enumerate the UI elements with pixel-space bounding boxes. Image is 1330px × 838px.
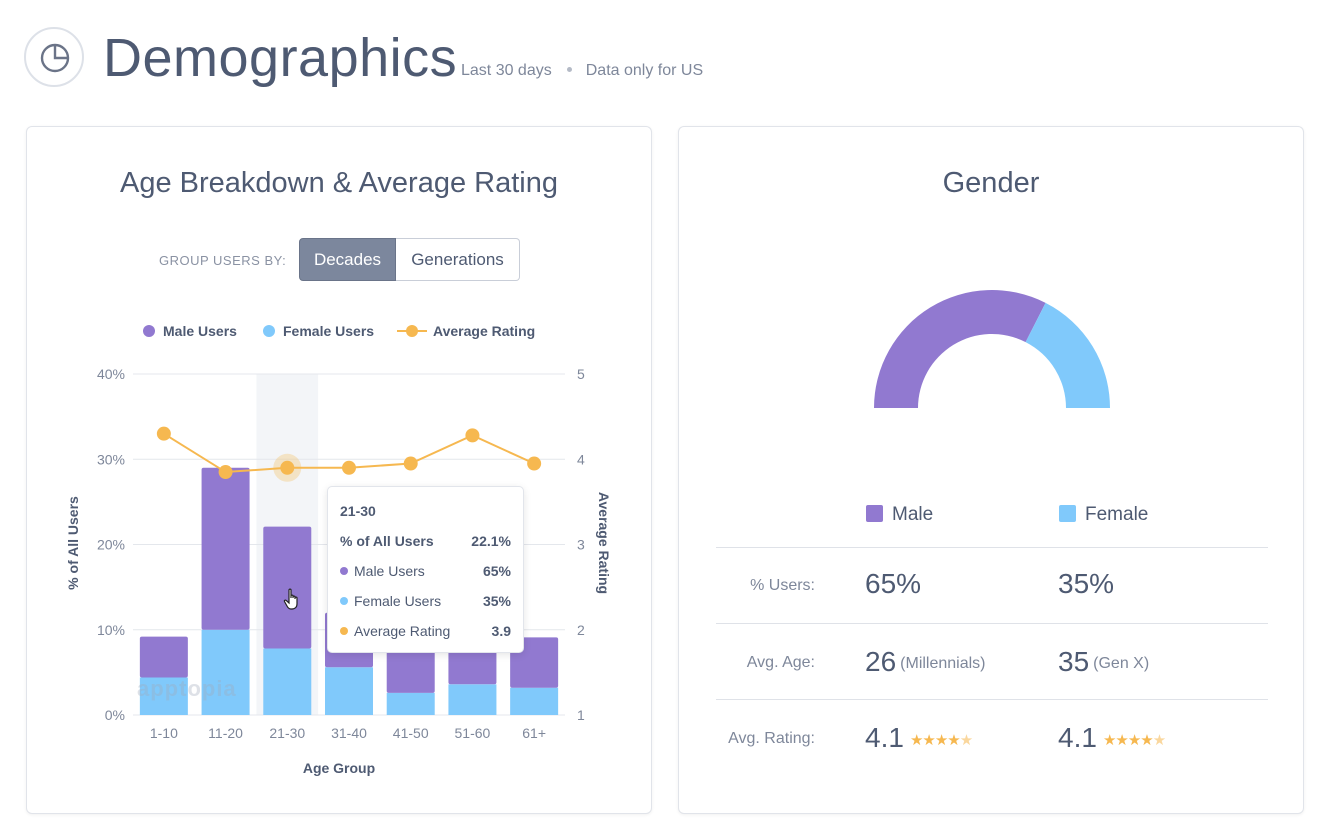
rating-point [156, 426, 171, 441]
female-dot [340, 597, 348, 605]
gauge-male-segment [874, 290, 1046, 408]
rating-point [465, 428, 480, 443]
rating-point [280, 460, 295, 475]
tooltip-row-rating: Average Rating 3.9 [340, 622, 511, 640]
users-row-label: % Users: [750, 577, 815, 594]
page-title: Demographics [103, 28, 458, 88]
apptopia-watermark: apptopia [137, 676, 237, 701]
age-breakdown-card: Age Breakdown & Average Rating GROUP USE… [26, 126, 652, 814]
legend-rating[interactable]: Average Rating [397, 323, 535, 339]
hand-cursor-icon [283, 588, 298, 610]
legend-female[interactable]: Female Users [263, 323, 374, 339]
tooltip-row-female: Female Users 35% [340, 592, 511, 610]
x-tick-label: 51-60 [455, 725, 491, 741]
tooltip-row-total: % of All Users 22.1% [340, 533, 511, 549]
star-rating-icon: ★★★★★ [909, 732, 973, 749]
bar-female [201, 629, 250, 715]
age-row-label: Avg. Age: [746, 654, 815, 671]
tooltip-row-male: Male Users 65% [340, 562, 511, 580]
divider [716, 547, 1268, 548]
x-tick-label: 21-30 [269, 725, 305, 741]
y-axis-label: % of All Users [65, 496, 81, 590]
bar-male [201, 467, 250, 630]
gender-card-title: Gender [942, 167, 1040, 199]
x-tick-label: 31-40 [331, 725, 367, 741]
bar-female [386, 692, 435, 715]
x-tick-label: 41-50 [393, 725, 429, 741]
tooltip-title: 21-30 [340, 503, 376, 519]
bar-female [139, 677, 188, 715]
y2-axis-label: Average Rating [596, 492, 612, 594]
generations-button[interactable]: Generations [396, 238, 520, 281]
bar-female [263, 648, 312, 715]
star-rating-icon: ★★★★★ [1102, 732, 1166, 749]
female-swatch [263, 325, 275, 337]
y-tick-label: 0% [105, 707, 125, 723]
rating-point [527, 456, 542, 471]
decades-button[interactable]: Decades [299, 238, 396, 281]
rating-row-label: Avg. Rating: [728, 730, 815, 747]
female-rating-value: 4.1 ★★★★★ [1058, 722, 1166, 753]
y2-tick-label: 3 [577, 537, 585, 553]
gender-legend-female: Female [1059, 504, 1148, 526]
y2-tick-label: 2 [577, 622, 585, 638]
pie-chart-icon [24, 27, 84, 87]
y-tick-label: 10% [97, 622, 125, 638]
bar-male [139, 636, 188, 678]
y2-tick-label: 1 [577, 707, 585, 723]
bar-female [448, 684, 497, 715]
bar-female [510, 687, 559, 715]
y2-tick-label: 5 [577, 366, 585, 382]
female-users-value: 35% [1058, 568, 1115, 599]
x-axis-label: Age Group [303, 760, 375, 776]
male-dot [340, 567, 348, 575]
y-tick-label: 20% [97, 537, 125, 553]
separator-dot [566, 66, 572, 72]
rating-line-swatch [397, 325, 427, 337]
male-square [866, 505, 883, 522]
age-chart: 0% 10% 20% 30% 40% 1 2 3 4 5 1-10 11-20 21-30 31-40 41… [65, 366, 612, 776]
female-square [1059, 505, 1076, 522]
gender-legend-male: Male [866, 504, 933, 526]
bar-male [263, 526, 312, 649]
x-tick-label: 1-10 [150, 725, 178, 741]
gender-gauge [874, 290, 1110, 408]
male-rating-value: 4.1 ★★★★★ [865, 722, 973, 753]
chart-tooltip: 21-30 % of All Users 22.1% Male Users 65% … [327, 486, 524, 653]
rating-dot [340, 627, 348, 635]
legend-male[interactable]: Male Users [143, 323, 237, 339]
gender-card: Gender Male Female % Users: 65% 35% Avg.… [678, 126, 1304, 814]
gauge-female-segment [1025, 302, 1110, 408]
divider [716, 699, 1268, 700]
male-age-value: 26 (Millennials) [865, 646, 986, 677]
female-age-value: 35 (Gen X) [1058, 646, 1150, 677]
page-subtitle: Last 30 days Data only for US [461, 61, 703, 81]
rating-point [403, 456, 418, 471]
male-swatch [143, 325, 155, 337]
y2-tick-label: 4 [577, 451, 585, 467]
x-tick-label: 11-20 [208, 725, 243, 741]
y-tick-label: 40% [97, 366, 125, 382]
rating-point [218, 465, 233, 480]
y-tick-label: 30% [97, 451, 125, 467]
male-users-value: 65% [865, 568, 922, 599]
group-users-label: GROUP USERS BY: [159, 253, 287, 268]
rating-point [342, 460, 356, 475]
divider [716, 623, 1268, 624]
region-label: Data only for US [585, 62, 704, 79]
x-tick-label: 61+ [522, 725, 546, 741]
date-range-label: Last 30 days [461, 62, 552, 79]
age-card-title: Age Breakdown & Average Rating [120, 167, 558, 199]
bar-female [325, 667, 373, 715]
